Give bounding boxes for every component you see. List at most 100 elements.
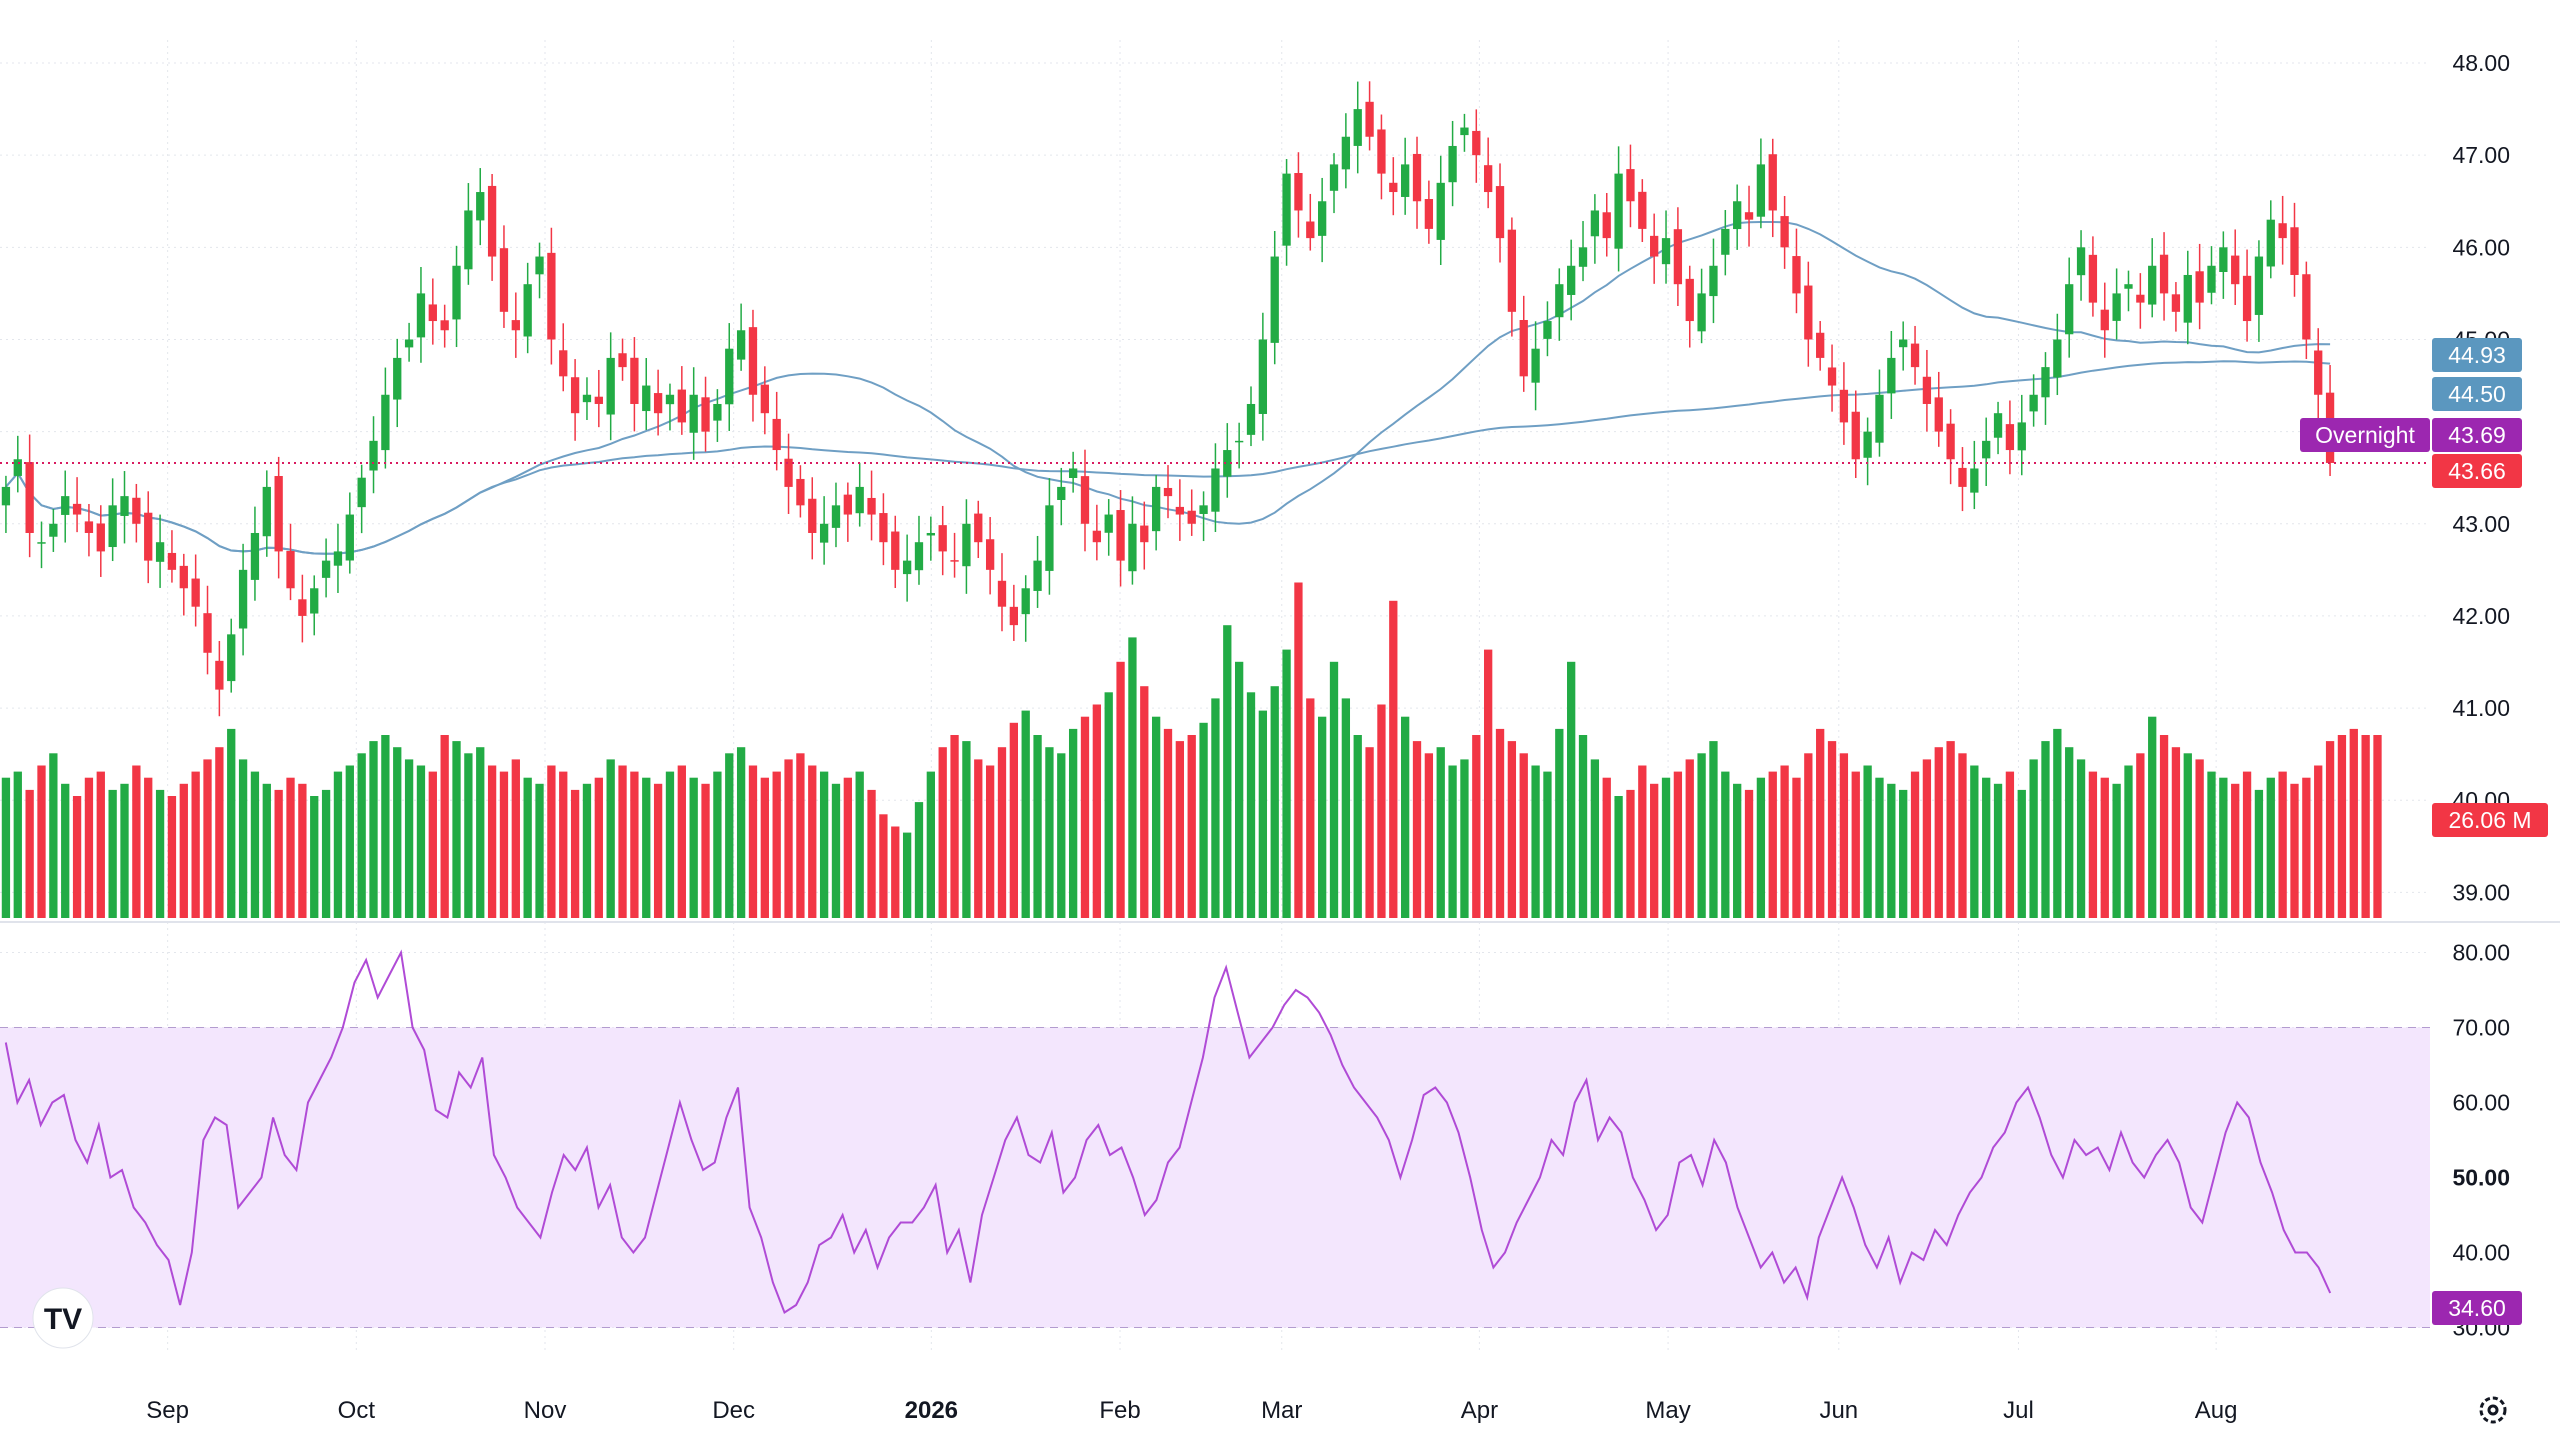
candle[interactable]: [831, 482, 841, 548]
candle[interactable]: [808, 477, 817, 560]
candle[interactable]: [867, 470, 876, 541]
candle[interactable]: [499, 225, 509, 328]
candle[interactable]: [1175, 479, 1185, 541]
candle[interactable]: [1057, 467, 1066, 526]
candle[interactable]: [1887, 330, 1896, 419]
candle[interactable]: [2124, 270, 2133, 312]
candle[interactable]: [84, 503, 94, 557]
candle[interactable]: [1151, 475, 1161, 551]
candle[interactable]: [72, 477, 82, 533]
candle[interactable]: [1353, 81, 1362, 174]
candle[interactable]: [1223, 423, 1232, 498]
candle[interactable]: [274, 456, 283, 579]
candle[interactable]: [1092, 504, 1102, 561]
candle[interactable]: [2195, 243, 2204, 330]
candle[interactable]: [689, 367, 698, 460]
candle[interactable]: [1412, 136, 1422, 229]
candle[interactable]: [428, 278, 437, 345]
candle[interactable]: [1555, 268, 1564, 341]
candle[interactable]: [2136, 273, 2145, 329]
candle[interactable]: [1080, 449, 1090, 552]
candle[interactable]: [1626, 144, 1635, 228]
candle[interactable]: [618, 338, 627, 381]
candle[interactable]: [1116, 490, 1125, 587]
candle[interactable]: [1128, 496, 1137, 585]
candle[interactable]: [2005, 400, 2015, 475]
candle[interactable]: [37, 521, 46, 569]
candle[interactable]: [1211, 443, 1220, 533]
candle[interactable]: [547, 227, 556, 365]
candle[interactable]: [819, 496, 829, 565]
candle[interactable]: [132, 483, 141, 543]
candle[interactable]: [1033, 535, 1042, 608]
candle[interactable]: [1377, 114, 1386, 200]
candle[interactable]: [2242, 249, 2252, 342]
candle[interactable]: [1827, 344, 1837, 412]
candle[interactable]: [144, 491, 153, 584]
candle[interactable]: [736, 303, 746, 371]
candle[interactable]: [535, 242, 544, 299]
candle[interactable]: [2148, 238, 2157, 318]
candle[interactable]: [2053, 313, 2062, 396]
candle[interactable]: [416, 267, 426, 363]
candle[interactable]: [2065, 257, 2074, 358]
candle[interactable]: [1970, 440, 1979, 510]
candle[interactable]: [1294, 152, 1303, 238]
candle[interactable]: [345, 492, 354, 574]
candle[interactable]: [155, 514, 165, 588]
candle[interactable]: [926, 516, 935, 561]
candle[interactable]: [1329, 153, 1339, 214]
candle[interactable]: [2112, 268, 2121, 340]
candle[interactable]: [1590, 194, 1600, 264]
candle[interactable]: [13, 435, 22, 493]
candle[interactable]: [1602, 193, 1611, 257]
candle[interactable]: [393, 338, 402, 428]
candle[interactable]: [760, 366, 769, 435]
candle[interactable]: [250, 506, 260, 601]
candle[interactable]: [523, 262, 532, 354]
candle[interactable]: [1484, 137, 1493, 209]
candle[interactable]: [677, 366, 686, 435]
candle[interactable]: [203, 585, 212, 675]
candle[interactable]: [891, 515, 900, 589]
candle[interactable]: [262, 470, 271, 557]
candle[interactable]: [879, 493, 888, 566]
candle[interactable]: [1163, 465, 1173, 519]
candle[interactable]: [1982, 417, 1991, 487]
gear-icon[interactable]: [2479, 1396, 2507, 1424]
candle[interactable]: [511, 292, 520, 358]
candle[interactable]: [1863, 417, 1872, 486]
candle[interactable]: [938, 505, 947, 576]
candle[interactable]: [2314, 328, 2323, 423]
candle[interactable]: [914, 515, 924, 585]
candle[interactable]: [120, 471, 129, 544]
candle[interactable]: [1816, 321, 1825, 371]
candle[interactable]: [796, 465, 805, 518]
candle[interactable]: [25, 434, 34, 558]
candle[interactable]: [1519, 295, 1528, 392]
candle[interactable]: [1958, 447, 1967, 512]
candle[interactable]: [772, 391, 781, 471]
candle[interactable]: [1187, 489, 1196, 536]
candle[interactable]: [298, 574, 307, 643]
candle[interactable]: [1733, 184, 1742, 250]
candle[interactable]: [2100, 282, 2109, 358]
candle[interactable]: [1, 475, 11, 533]
candle[interactable]: [642, 358, 651, 431]
candle[interactable]: [950, 532, 959, 578]
candle[interactable]: [2171, 282, 2181, 332]
candle[interactable]: [108, 478, 117, 562]
candle[interactable]: [582, 377, 592, 421]
candle[interactable]: [1282, 159, 1291, 266]
candle[interactable]: [333, 523, 343, 593]
candle[interactable]: [238, 543, 248, 656]
candle[interactable]: [985, 517, 995, 595]
candle[interactable]: [1638, 179, 1647, 242]
candle[interactable]: [1140, 501, 1149, 570]
time-axis[interactable]: Sep Oct Nov Dec 2026 Feb Mar Apr May Jun Jul Aug: [146, 1397, 2237, 1424]
candle[interactable]: [321, 538, 331, 598]
candle[interactable]: [476, 168, 485, 246]
candle[interactable]: [725, 323, 734, 431]
candle[interactable]: [559, 323, 568, 392]
